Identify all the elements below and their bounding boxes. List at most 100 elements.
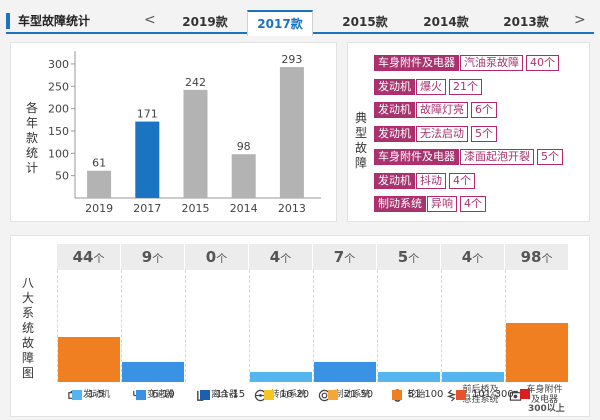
system-count: 7个 [313,244,376,270]
fault-issue: 异响 [427,196,457,212]
year-bar-chart: 50 100 150 200 250 300 61 2019 171 2017 242 2015 98 2… [48,51,321,215]
fault-count: 4个 [460,196,486,212]
y-tick-label: 150 [48,125,69,138]
year-tab-bar: 车型故障统计 < 2019款 2017款 2015款 2014款 2013款 > [6,6,594,36]
fault-issue: 抖动 [416,172,446,189]
legend-item: 1-5 [72,389,104,400]
system-count: 44个 [57,244,120,270]
section-title: 车型故障统计 [6,10,90,32]
legend-label: 11-15 [216,389,246,400]
system-count-unit: 个 [216,252,228,265]
legend-item: 16-20 [264,389,309,400]
system-level-fill [378,372,440,382]
bar-value-label: 293 [281,53,302,66]
fault-item[interactable]: 制动系统 异响 4个 [374,196,486,212]
system-column[interactable]: 4个 [441,244,504,382]
system-bar-area [377,270,440,382]
system-bar-area [185,270,248,382]
bar-value-label: 242 [185,76,206,89]
y-tick-label: 100 [48,147,69,160]
system-column[interactable]: 98个 [505,244,568,382]
typical-faults-panel: 典型故障 车身附件及电器 汽油泵故障 40个 发动机 爆火 21个 发动机 故障灯亮 6个 发动机… [347,42,590,222]
system-count-unit: 个 [152,252,164,265]
fault-category: 车身附件及电器 [374,55,459,71]
legend-swatch [328,389,338,400]
y-tick-label: 50 [55,170,69,183]
y-tick-label: 300 [48,58,69,71]
legend-swatch [392,389,402,400]
system-count-value: 98 [520,248,542,266]
watermark: 300以上 [528,404,565,414]
fault-category: 制动系统 [374,196,426,212]
fault-item[interactable]: 车身附件及电器 漆面起泡开裂 5个 [374,149,563,165]
bar-2017 [135,121,160,198]
tab-2013[interactable]: 2013款 [503,15,549,29]
tab-2019[interactable]: 2019款 [182,15,228,29]
fault-item[interactable]: 发动机 爆火 21个 [374,78,482,95]
system-bar-area [249,270,312,382]
bar-value-label: 171 [137,108,158,121]
eight-systems-panel: 八大系统故障图 44个 发动机 9个 变速器 0个 离合器 4个 转向系统 7个 制动系统 5个 轮胎… [10,235,590,417]
tab-2015[interactable]: 2015款 [342,15,388,29]
system-name: 前后桥及悬挂系统 [462,385,499,405]
system-count-unit: 个 [408,252,420,265]
fault-item[interactable]: 发动机 抖动 4个 [374,172,475,189]
typical-faults-side-label: 典型故障 [354,111,367,170]
system-name: 车身附件及电器 [526,385,563,405]
legend-label: 101-300 [472,389,514,400]
system-column[interactable]: 5个 [377,244,440,382]
system-name: 轮胎 [407,390,426,400]
tab-2014[interactable]: 2014款 [423,15,469,29]
section-title-text: 车型故障统计 [18,14,91,28]
system-count-unit: 个 [344,252,356,265]
system-bar-area [121,270,184,382]
system-level-fill [122,362,184,382]
system-column[interactable]: 9个 [121,244,184,382]
system-name: 变速器 [146,390,174,400]
legend-swatch [520,389,530,399]
system-count-value: 5 [397,248,409,266]
system-column[interactable]: 7个 [313,244,376,382]
legend-label: 1-5 [88,389,105,400]
fault-item[interactable]: 发动机 无法启动 5个 [374,125,497,142]
legend-item: 51-100 [392,389,443,400]
system-count-unit: 个 [541,252,553,265]
bar-2019 [87,170,112,198]
system-count: 4个 [441,244,504,270]
legend-item: 101-300 [456,389,514,400]
system-name: 离合器 [210,390,238,400]
fault-category: 发动机 [374,125,415,142]
fault-issue: 汽油泵故障 [460,55,523,71]
system-column[interactable]: 4个 [249,244,312,382]
fault-count: 5个 [537,149,563,165]
bar-2014 [231,154,256,198]
legend-label: 21-50 [344,389,374,400]
system-level-fill [314,362,376,382]
legend-swatch [72,389,82,400]
system-count-value: 4 [269,248,281,266]
fault-category: 车身附件及电器 [374,149,459,165]
bar-value-label: 98 [237,140,251,153]
legend-label: 6-10 [152,389,175,400]
systems-side-label: 八大系统故障图 [21,276,34,380]
tab-2017[interactable]: 2017款 [247,10,313,36]
fault-issue: 爆火 [416,78,446,95]
system-column[interactable]: 44个 [57,244,120,382]
system-count-value: 4 [461,248,473,266]
fault-item[interactable]: 发动机 故障灯亮 6个 [374,102,497,118]
system-label[interactable]: 前后桥及悬挂系统 [441,382,504,408]
system-column[interactable]: 0个 [185,244,248,382]
fault-item[interactable]: 车身附件及电器 汽油泵故障 40个 [374,55,559,71]
fault-issue: 漆面起泡开裂 [460,149,534,165]
system-count: 4个 [249,244,312,270]
system-name: 制动系统 [334,390,371,400]
bar-2015 [183,89,208,198]
x-tick-label: 2015 [182,202,210,215]
fault-count: 40个 [526,55,559,71]
prev-arrow-icon[interactable]: < [144,12,156,28]
x-tick-label: 2019 [85,202,113,215]
fault-category: 发动机 [374,78,415,95]
system-level-fill [58,337,120,382]
next-arrow-icon[interactable]: > [574,12,586,28]
bar-value-label: 61 [92,157,106,170]
